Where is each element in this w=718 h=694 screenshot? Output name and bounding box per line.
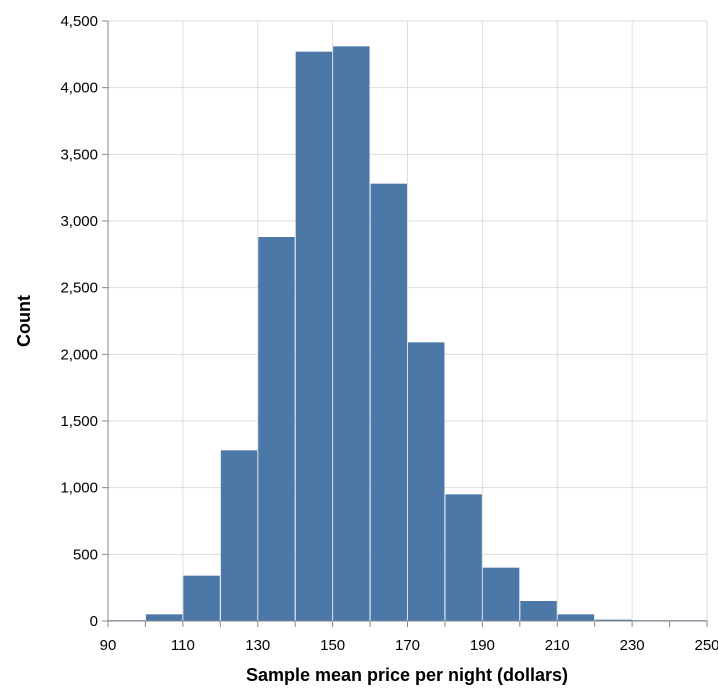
y-tick-label: 2,500 bbox=[60, 280, 98, 297]
histogram-bar bbox=[370, 183, 407, 621]
histogram-bar bbox=[183, 575, 220, 621]
histogram-bar bbox=[520, 601, 557, 621]
y-tick-label: 500 bbox=[73, 546, 98, 563]
tick-labels: 0 500 1,000 1,500 2,000 2,500 3,000 3,500 4,000 4… bbox=[60, 13, 718, 654]
histogram-bar bbox=[220, 450, 258, 621]
histogram-bar bbox=[445, 494, 482, 621]
x-tick-label: 130 bbox=[245, 637, 270, 654]
x-tick-label: 230 bbox=[620, 637, 645, 654]
histogram-bar bbox=[295, 51, 333, 621]
y-tick-label: 2,000 bbox=[60, 346, 98, 363]
x-tick-label: 150 bbox=[320, 637, 345, 654]
histogram-bar bbox=[258, 237, 295, 621]
y-tick-label: 0 bbox=[90, 613, 98, 630]
y-tick-label: 4,000 bbox=[60, 80, 98, 97]
x-tick-label: 190 bbox=[470, 637, 495, 654]
axes bbox=[102, 20, 708, 627]
histogram-bar bbox=[595, 619, 632, 621]
y-tick-label: 4,500 bbox=[60, 13, 98, 30]
histogram-bar bbox=[482, 567, 520, 621]
y-axis-title: Count bbox=[14, 295, 34, 347]
histogram-bar bbox=[557, 614, 595, 621]
x-axis-title: Sample mean price per night (dollars) bbox=[246, 665, 568, 685]
x-tick-label: 110 bbox=[171, 637, 195, 654]
gridlines bbox=[107, 20, 708, 622]
histogram-bars bbox=[108, 46, 707, 622]
x-tick-label: 90 bbox=[100, 637, 117, 654]
x-tick-label: 250 bbox=[694, 637, 718, 654]
x-tick-label: 170 bbox=[395, 637, 420, 654]
histogram-bar bbox=[145, 614, 183, 621]
histogram-bar bbox=[408, 342, 445, 621]
x-tick-label: 210 bbox=[545, 637, 570, 654]
y-tick-label: 3,000 bbox=[60, 213, 98, 230]
y-tick-label: 1,500 bbox=[60, 413, 98, 430]
y-tick-label: 1,000 bbox=[60, 480, 98, 497]
histogram-bar bbox=[333, 46, 370, 622]
y-tick-label: 3,500 bbox=[60, 146, 98, 163]
